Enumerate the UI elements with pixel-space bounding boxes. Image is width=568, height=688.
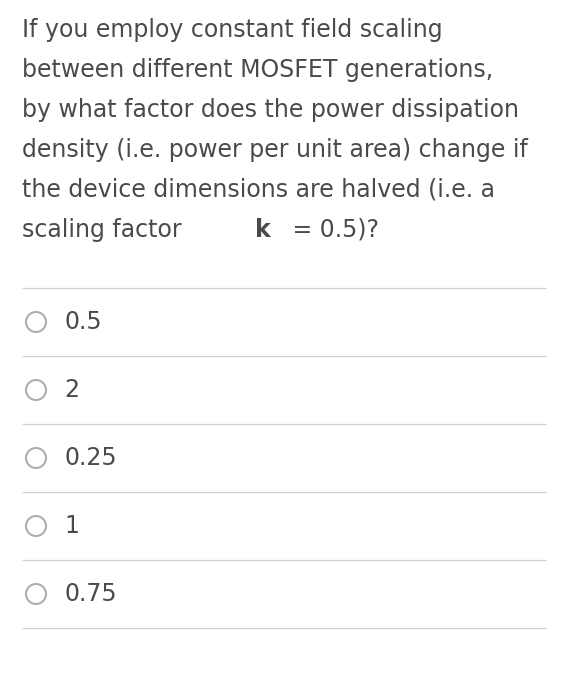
- Text: the device dimensions are halved (i.e. a: the device dimensions are halved (i.e. a: [22, 178, 495, 202]
- Text: by what factor does the power dissipation: by what factor does the power dissipatio…: [22, 98, 519, 122]
- Text: 0.25: 0.25: [64, 446, 116, 470]
- Text: 0.5: 0.5: [64, 310, 102, 334]
- Text: 2: 2: [64, 378, 79, 402]
- Text: scaling factor: scaling factor: [22, 218, 189, 242]
- Text: between different MOSFET generations,: between different MOSFET generations,: [22, 58, 493, 82]
- Text: 1: 1: [64, 514, 79, 538]
- Text: 0.75: 0.75: [64, 582, 116, 606]
- Text: If you employ constant field scaling: If you employ constant field scaling: [22, 18, 442, 42]
- Text: density (i.e. power per unit area) change if: density (i.e. power per unit area) chang…: [22, 138, 528, 162]
- Text: = 0.5)?: = 0.5)?: [285, 218, 378, 242]
- Text: k: k: [255, 218, 271, 242]
